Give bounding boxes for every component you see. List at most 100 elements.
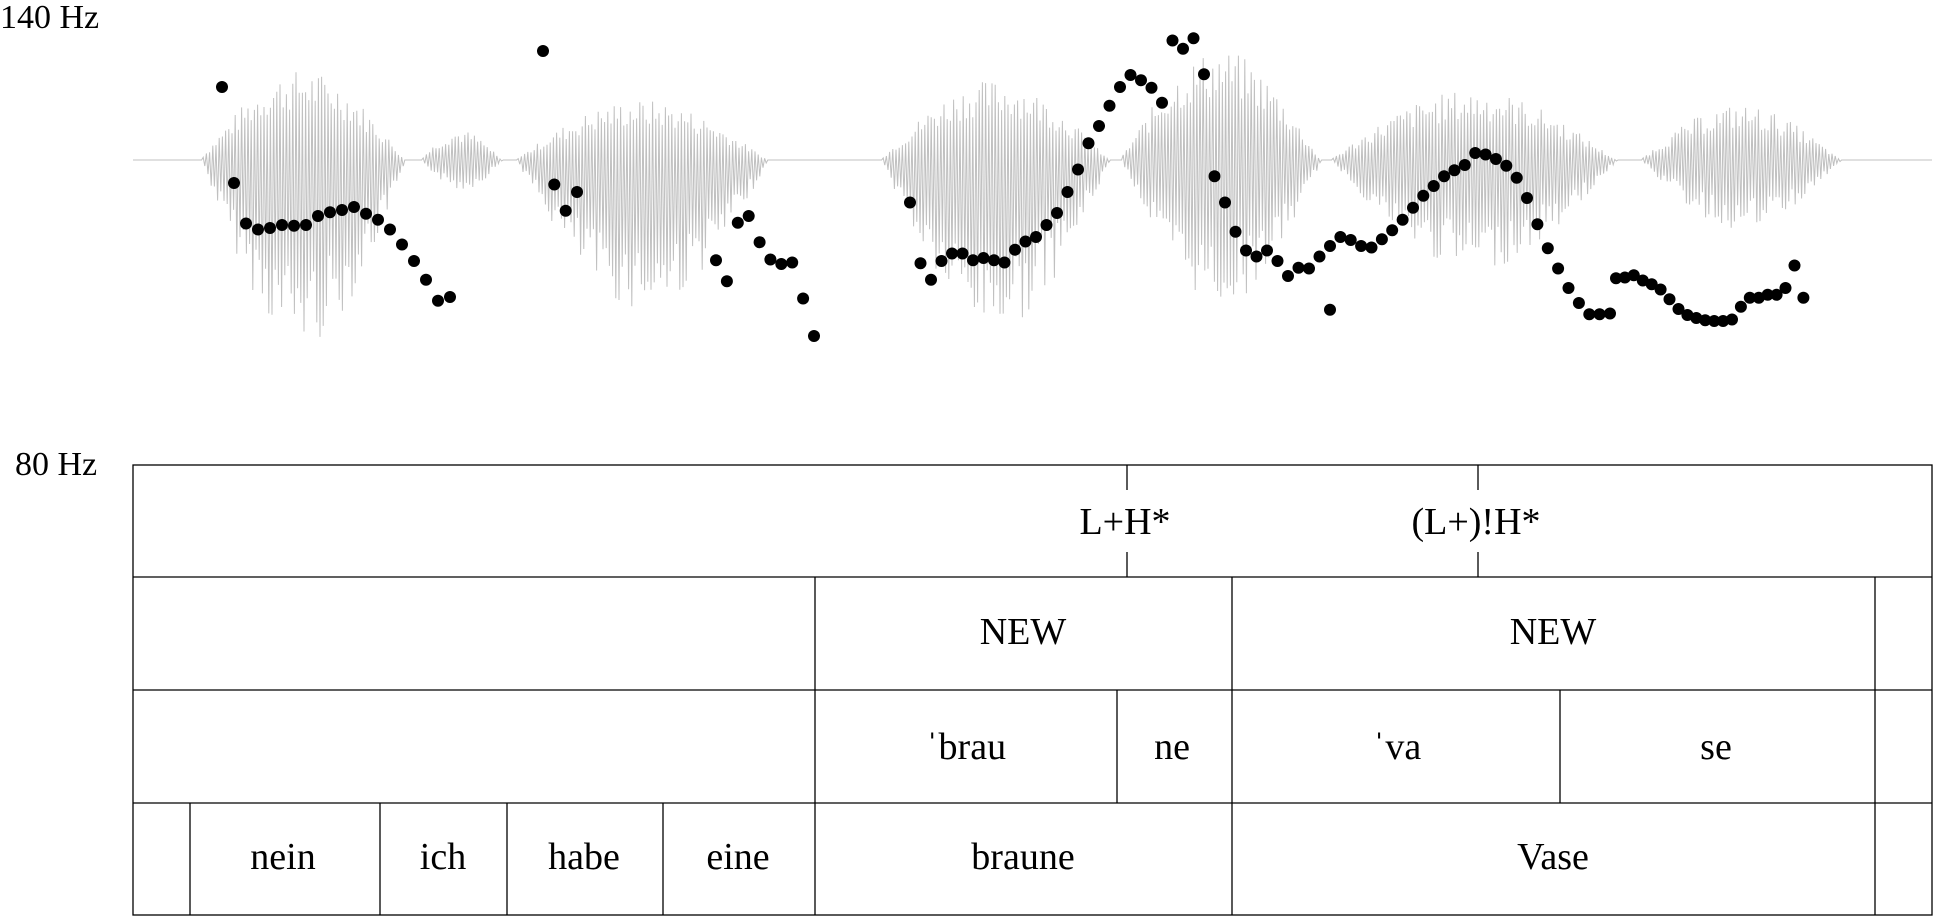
f0-point [1303, 262, 1315, 275]
f0-point [1240, 244, 1252, 257]
f0-point [1166, 34, 1179, 47]
f0-point [1572, 297, 1585, 309]
information-status-label: NEW [979, 611, 1067, 653]
f0-point [312, 210, 324, 222]
f0-point [228, 177, 240, 189]
f0-point [1114, 81, 1126, 93]
f0-point [1531, 218, 1544, 231]
f0-point [731, 216, 744, 229]
f0-point [1541, 242, 1554, 255]
f0-point [1386, 224, 1399, 237]
f0-point [1562, 282, 1575, 294]
f0-point [571, 186, 583, 198]
information-status-label: NEW [1509, 611, 1597, 653]
f0-point [1250, 250, 1263, 263]
f0-point [1019, 235, 1032, 248]
f0-point [1761, 288, 1774, 301]
f0-point [720, 275, 733, 288]
f0-point [1261, 244, 1273, 257]
f0-point [808, 330, 820, 342]
f0-point [384, 223, 396, 236]
f0-point [1510, 171, 1523, 184]
f0-point [1610, 272, 1622, 285]
word-label: ich [419, 836, 467, 878]
f0-point [1103, 99, 1116, 112]
f0-point [1344, 234, 1357, 246]
syllable-label: ne [1154, 726, 1190, 768]
f0-point [1663, 293, 1676, 306]
f0-point [1489, 153, 1502, 165]
word-label: eine [706, 836, 770, 878]
f0-point [1145, 81, 1158, 94]
syllable-label: ˈva [1372, 726, 1422, 768]
word-label: nein [250, 836, 316, 878]
tone-label: (L+)!H* [1411, 501, 1541, 543]
f0-point [216, 81, 228, 93]
f0-point [1458, 159, 1471, 171]
f0-point [372, 213, 384, 226]
f0-point [946, 247, 958, 260]
f0-point [956, 247, 969, 260]
f0-point [1726, 313, 1738, 326]
f0-point [1427, 180, 1440, 192]
f0-point [1448, 164, 1461, 177]
f0-point [1334, 231, 1347, 243]
f0-point [1229, 225, 1242, 238]
f0-point [1355, 240, 1368, 252]
f0-point [1407, 201, 1419, 214]
f0-point [1124, 69, 1137, 81]
f0-point [559, 204, 572, 217]
f0-point [1030, 231, 1042, 243]
f0-point [977, 252, 990, 264]
f0-point [1177, 42, 1189, 55]
f0-point [1770, 288, 1783, 301]
f0-point [1187, 32, 1200, 45]
y-axis-top-label: 140 Hz [0, 0, 100, 36]
f0-point [904, 196, 916, 209]
f0-point [548, 178, 561, 191]
f0-point [1051, 207, 1063, 219]
f0-point [264, 222, 276, 234]
f0-point [420, 273, 432, 286]
waveform [133, 55, 1932, 337]
word-label: Vase [1517, 836, 1589, 878]
f0-point [288, 219, 300, 232]
f0-point [300, 219, 312, 231]
f0-point [797, 292, 810, 305]
f0-point [1438, 170, 1451, 183]
f0-point [1734, 300, 1747, 313]
f0-point [1009, 243, 1021, 256]
f0-point [1292, 261, 1305, 274]
f0-point [1324, 240, 1336, 252]
f0-point [1324, 303, 1336, 316]
syllable-label: ˈbrau [925, 726, 1007, 768]
f0-point [1219, 196, 1231, 209]
f0-point [1282, 270, 1294, 282]
f0-point [1469, 147, 1482, 159]
f0-contour [216, 32, 1810, 342]
f0-point [1699, 314, 1712, 327]
f0-point [396, 238, 408, 251]
f0-point [240, 217, 252, 230]
f0-point [1271, 255, 1284, 267]
f0-point [1593, 308, 1606, 321]
f0-point [1788, 259, 1801, 272]
f0-point [1093, 120, 1105, 132]
word-label: braune [971, 836, 1075, 878]
f0-point [1082, 137, 1095, 150]
f0-point [1583, 308, 1596, 321]
f0-point [537, 45, 549, 57]
f0-point [786, 256, 799, 269]
f0-point [252, 223, 264, 236]
f0-point [1645, 278, 1658, 291]
y-axis-bottom-label: 80 Hz [15, 446, 98, 483]
f0-point [1135, 74, 1147, 87]
f0-point [764, 253, 777, 266]
f0-point [408, 255, 420, 267]
f0-point [1708, 315, 1721, 327]
f0-point [1072, 163, 1084, 176]
f0-point [742, 210, 755, 222]
f0-point [1779, 282, 1792, 294]
f0-point [1365, 241, 1378, 254]
